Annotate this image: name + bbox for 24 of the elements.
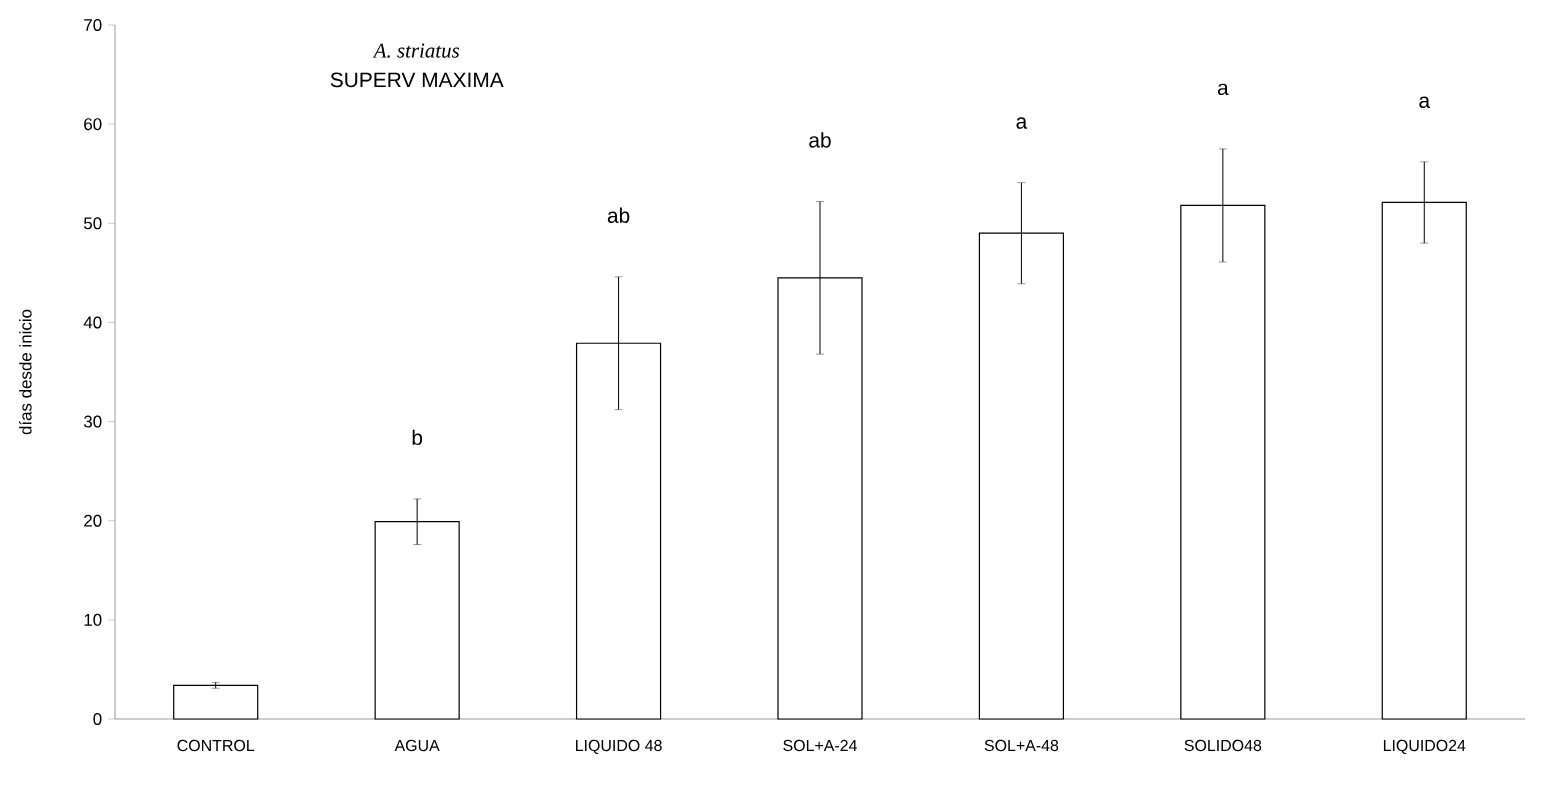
annotation: a bbox=[1419, 96, 1431, 108]
annotation: ab bbox=[607, 207, 630, 223]
x-tick-label: SOL+A-24 bbox=[783, 739, 857, 752]
y-tick-label: 70 bbox=[84, 19, 102, 31]
text: SUPERV MAXIMA bbox=[330, 72, 504, 88]
annotation: b bbox=[412, 429, 423, 446]
y-tick-label: 30 bbox=[83, 415, 102, 428]
x-tick-label: LIQUIDO24 bbox=[1383, 739, 1466, 754]
text: A. striatus bbox=[372, 43, 460, 58]
annotation: ab bbox=[809, 132, 831, 148]
x-tick-label: CONTROL bbox=[177, 739, 255, 752]
annotation: a bbox=[1217, 83, 1229, 96]
y-tick-label: 40 bbox=[83, 316, 102, 329]
y-tick-label: 20 bbox=[84, 514, 102, 527]
y-tick-label: 10 bbox=[84, 613, 102, 626]
y-tick-label: 50 bbox=[83, 217, 102, 230]
y-tick-label: 60 bbox=[84, 118, 102, 131]
x-tick-label: SOLIDO48 bbox=[1184, 739, 1262, 752]
x-tick-label: LIQUIDO 48 bbox=[576, 739, 662, 754]
x-tick-label: AGUA bbox=[394, 739, 440, 752]
annotation: a bbox=[1016, 117, 1028, 129]
x-tick-label: SOL+A-48 bbox=[984, 739, 1059, 752]
y-axis-title: días desde inicio bbox=[18, 309, 32, 435]
y-tick-label: 0 bbox=[93, 713, 102, 725]
